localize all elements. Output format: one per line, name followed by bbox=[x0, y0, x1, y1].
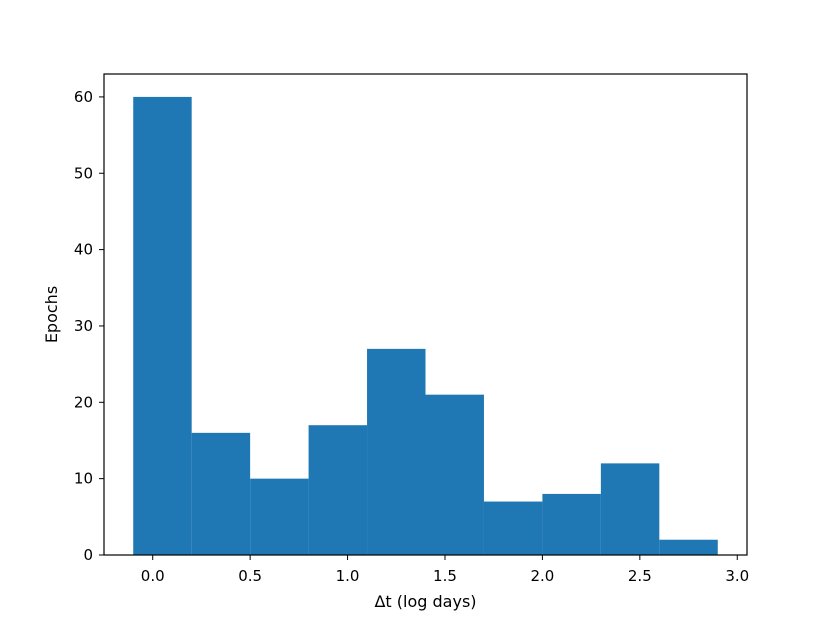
x-tick-label: 3.0 bbox=[725, 567, 749, 585]
histogram-bar-6 bbox=[483, 501, 543, 555]
y-tick-label: 50 bbox=[74, 164, 93, 182]
y-axis-label: Epochs bbox=[42, 286, 61, 343]
histogram-bar-1 bbox=[191, 432, 251, 555]
y-tick-label: 30 bbox=[74, 317, 93, 335]
histogram-bar-7 bbox=[542, 493, 601, 555]
histogram-bar-0 bbox=[133, 96, 192, 556]
histogram-bar-5 bbox=[425, 394, 484, 555]
y-axis-ticks: 0 10 20 30 40 50 60 bbox=[74, 88, 104, 564]
y-tick-label: 10 bbox=[74, 470, 93, 488]
x-axis-ticks: 0.0 0.5 1.0 1.5 2.0 2.5 3.0 bbox=[141, 555, 749, 585]
histogram-bar-8 bbox=[600, 463, 660, 555]
y-tick-label: 40 bbox=[74, 241, 93, 259]
y-tick-label: 20 bbox=[74, 393, 93, 411]
x-tick-label: 0.0 bbox=[141, 567, 165, 585]
x-tick-label: 2.5 bbox=[628, 567, 652, 585]
x-tick-label: 1.5 bbox=[433, 567, 457, 585]
y-tick-label: 0 bbox=[83, 546, 93, 564]
x-tick-label: 1.0 bbox=[336, 567, 360, 585]
y-tick-label: 60 bbox=[74, 88, 93, 106]
histogram-bar-3 bbox=[308, 425, 368, 555]
histogram-bar-9 bbox=[659, 539, 718, 555]
x-tick-label: 2.0 bbox=[530, 567, 554, 585]
plot-frame bbox=[103, 73, 748, 556]
histogram-bar-4 bbox=[367, 348, 426, 555]
x-tick-label: 0.5 bbox=[238, 567, 262, 585]
histogram-bar-2 bbox=[250, 478, 309, 555]
bars-group bbox=[133, 96, 718, 556]
x-axis-label: Δt (log days) bbox=[374, 592, 476, 611]
